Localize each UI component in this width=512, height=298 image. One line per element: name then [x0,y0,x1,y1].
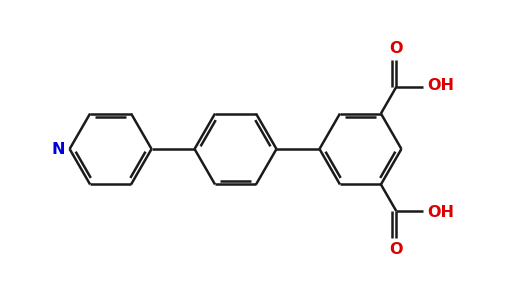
Text: O: O [390,242,403,257]
Text: N: N [51,142,65,156]
Text: OH: OH [427,78,454,93]
Text: OH: OH [427,205,454,220]
Text: O: O [390,41,403,56]
